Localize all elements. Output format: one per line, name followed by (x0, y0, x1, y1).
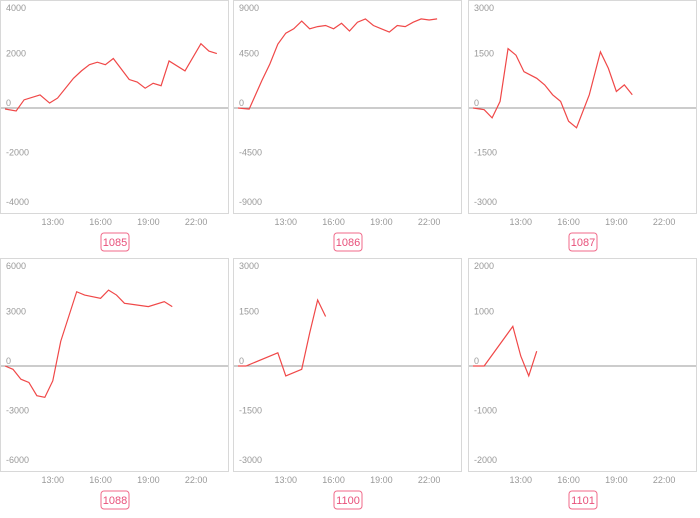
x-tick-label: 22:00 (418, 475, 441, 485)
x-tick-label: 13:00 (275, 475, 298, 485)
y-tick-label: 6000 (6, 261, 26, 271)
data-line (473, 325, 538, 378)
y-tick-label: -3000 (474, 197, 497, 207)
y-tick-label: 1000 (474, 307, 494, 317)
label-text[interactable]: 1100 (336, 495, 360, 507)
panel (0, 0, 229, 214)
panel (468, 258, 697, 472)
x-tick-label: 22:00 (185, 217, 208, 227)
x-tick-label: 22:00 (185, 475, 208, 485)
y-tick-label: 1500 (474, 49, 494, 59)
label-button[interactable] (333, 490, 363, 510)
y-tick-label: -2000 (6, 148, 29, 158)
y-tick-label: 2000 (474, 261, 494, 271)
y-tick-label: 0 (6, 356, 11, 366)
x-tick-label: 22:00 (653, 217, 676, 227)
y-tick-label: -2000 (474, 455, 497, 465)
x-tick-label: 19:00 (137, 217, 160, 227)
x-tick-label: 19:00 (370, 475, 393, 485)
x-tick-label: 16:00 (89, 217, 112, 227)
y-tick-label: -4500 (239, 148, 262, 158)
y-tick-label: -6000 (6, 455, 29, 465)
label-button[interactable] (100, 490, 130, 510)
x-tick-label: 16:00 (322, 475, 345, 485)
data-line (238, 298, 327, 377)
y-tick-label: -1500 (239, 406, 262, 416)
y-tick-label: 1500 (239, 307, 259, 317)
label-text[interactable]: 1088 (103, 495, 127, 507)
y-tick-label: 9000 (239, 3, 259, 13)
x-tick-label: 19:00 (605, 217, 628, 227)
x-tick-label: 22:00 (418, 217, 441, 227)
y-tick-label: 0 (6, 98, 11, 108)
label-button[interactable] (568, 490, 598, 510)
y-tick-label: -1000 (474, 406, 497, 416)
y-tick-label: 3000 (6, 307, 26, 317)
panel (233, 0, 462, 214)
x-tick-label: 13:00 (275, 217, 298, 227)
data-line (4, 289, 173, 399)
x-tick-label: 13:00 (510, 475, 533, 485)
y-tick-label: 3000 (474, 3, 494, 13)
label-text[interactable]: 1085 (103, 237, 127, 249)
y-tick-label: -3000 (6, 406, 29, 416)
y-tick-label: 2000 (6, 49, 26, 59)
y-tick-label: 4500 (239, 49, 259, 59)
x-tick-label: 19:00 (137, 475, 160, 485)
data-line (4, 42, 218, 112)
y-tick-label: 0 (239, 98, 244, 108)
y-tick-label: -1500 (474, 148, 497, 158)
label-text[interactable]: 1087 (571, 237, 595, 249)
x-tick-label: 19:00 (605, 475, 628, 485)
x-tick-label: 16:00 (89, 475, 112, 485)
y-tick-label: 0 (239, 356, 244, 366)
x-tick-label: 13:00 (510, 217, 533, 227)
x-tick-label: 13:00 (42, 217, 65, 227)
label-button[interactable] (100, 232, 130, 252)
panel (0, 258, 229, 472)
label-text[interactable]: 1086 (336, 237, 360, 249)
x-tick-label: 16:00 (322, 217, 345, 227)
y-tick-label: 3000 (239, 261, 259, 271)
panel (233, 258, 462, 472)
panel (468, 0, 697, 214)
y-tick-label: -3000 (239, 455, 262, 465)
data-line (472, 47, 633, 129)
y-tick-label: -9000 (239, 197, 262, 207)
label-button[interactable] (333, 232, 363, 252)
label-button[interactable] (568, 232, 598, 252)
y-tick-label: 0 (474, 356, 479, 366)
x-tick-label: 22:00 (653, 475, 676, 485)
x-tick-label: 16:00 (557, 475, 580, 485)
label-text[interactable]: 1101 (571, 495, 595, 507)
y-tick-label: 0 (474, 98, 479, 108)
data-line (237, 18, 438, 110)
y-tick-label: -4000 (6, 197, 29, 207)
x-tick-label: 16:00 (557, 217, 580, 227)
x-tick-label: 19:00 (370, 217, 393, 227)
y-tick-label: 4000 (6, 3, 26, 13)
x-tick-label: 13:00 (42, 475, 65, 485)
